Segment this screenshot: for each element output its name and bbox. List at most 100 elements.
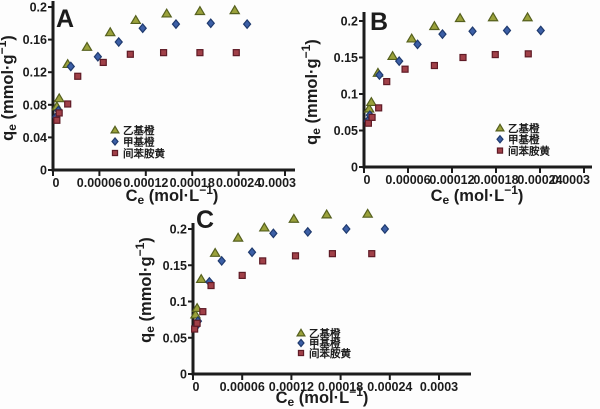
data-point-square bbox=[126, 50, 134, 58]
y-axis-title: qe (mmol·g−1) bbox=[0, 35, 19, 141]
data-point-triangle bbox=[406, 32, 418, 43]
y-tick-label: 0 bbox=[351, 161, 358, 175]
data-point-triangle bbox=[288, 213, 300, 223]
data-point-diamond bbox=[206, 18, 216, 29]
data-point-triangle bbox=[362, 208, 374, 218]
y-axis-title: qe (mmol·g−1) bbox=[133, 237, 157, 343]
data-point-triangle bbox=[454, 12, 466, 23]
data-point-square bbox=[55, 109, 63, 117]
data-point-square bbox=[99, 58, 107, 67]
x-tick-label: 0.00012 bbox=[269, 380, 314, 394]
legend-label: 间苯胺黄 bbox=[123, 147, 165, 160]
data-point-triangle bbox=[53, 92, 65, 103]
data-point-square bbox=[401, 65, 409, 73]
data-point-diamond bbox=[242, 18, 252, 30]
data-point-square bbox=[207, 281, 215, 290]
data-point-diamond bbox=[303, 226, 313, 238]
data-point-triangle bbox=[365, 96, 377, 107]
legend-label: 间苯胺黄 bbox=[508, 144, 550, 157]
data-point-square bbox=[291, 252, 300, 260]
data-point-triangle bbox=[229, 4, 241, 15]
panel-label: C bbox=[196, 206, 214, 234]
data-point-square bbox=[191, 325, 199, 333]
data-point-triangle bbox=[161, 7, 173, 18]
legend-diamond-icon bbox=[111, 136, 119, 147]
data-point-diamond bbox=[269, 228, 278, 239]
panel-label: A bbox=[56, 5, 74, 33]
data-point-square bbox=[259, 257, 267, 265]
legend-label: 甲基橙 bbox=[123, 135, 155, 148]
series-diamond bbox=[191, 223, 390, 332]
data-point-diamond bbox=[375, 69, 384, 81]
legend-label: 甲基橙 bbox=[309, 337, 341, 350]
y-tick-label: 0.16 bbox=[23, 33, 47, 47]
data-point-triangle bbox=[487, 11, 499, 22]
x-tick-label: 0.00018 bbox=[473, 173, 518, 187]
legend-label: 乙基橙 bbox=[309, 327, 341, 340]
data-point-square bbox=[238, 271, 246, 280]
data-point-triangle bbox=[521, 11, 534, 22]
x-axis-title: Ce (mol·L−1) bbox=[126, 183, 219, 207]
y-tick-label: 0.08 bbox=[23, 98, 47, 112]
data-point-square bbox=[364, 119, 373, 127]
x-tick-label: 0.00024 bbox=[517, 173, 562, 187]
x-tick-label: 0.00024 bbox=[367, 380, 412, 394]
legend-square-icon bbox=[297, 349, 305, 357]
x-tick-label: 0 bbox=[193, 380, 200, 394]
data-point-square bbox=[199, 308, 207, 316]
data-point-diamond bbox=[171, 18, 181, 30]
y-tick-label: 0.15 bbox=[163, 259, 187, 273]
series-square bbox=[53, 49, 240, 124]
legend-triangle-icon bbox=[110, 125, 120, 134]
x-tick-label: 0.00006 bbox=[220, 380, 265, 394]
x-tick-label: 0.00018 bbox=[318, 380, 363, 394]
data-point-triangle bbox=[195, 273, 207, 284]
legend-triangle-icon bbox=[495, 123, 505, 132]
x-tick-label: 0.00012 bbox=[123, 176, 168, 190]
data-point-square bbox=[383, 77, 391, 86]
y-tick-label: 0.05 bbox=[334, 124, 358, 138]
x-tick-label: 0.0003 bbox=[420, 380, 458, 394]
data-point-triangle bbox=[81, 41, 93, 51]
data-point-square bbox=[232, 49, 240, 57]
data-point-square bbox=[328, 250, 336, 258]
data-point-square bbox=[159, 49, 168, 57]
data-point-square bbox=[368, 113, 376, 121]
y-tick-label: 0.2 bbox=[30, 1, 47, 15]
legend-label: 乙基橙 bbox=[123, 124, 155, 137]
data-point-triangle bbox=[232, 232, 244, 242]
data-point-square bbox=[53, 116, 61, 124]
data-point-diamond bbox=[413, 39, 422, 50]
x-axis-title: Ce (mol·L−1) bbox=[431, 183, 524, 207]
data-point-diamond bbox=[114, 36, 124, 48]
data-point-diamond bbox=[138, 23, 147, 34]
data-point-triangle bbox=[130, 14, 142, 25]
data-point-triangle bbox=[209, 247, 221, 257]
legend-square-icon bbox=[111, 149, 119, 157]
data-point-square bbox=[74, 72, 82, 80]
x-tick-label: 0 bbox=[364, 173, 371, 187]
legend-triangle-icon bbox=[296, 328, 306, 337]
data-point-square bbox=[196, 49, 204, 57]
data-point-triangle bbox=[258, 221, 270, 232]
series-triangle bbox=[189, 208, 374, 319]
data-point-square bbox=[64, 100, 72, 108]
legend-diamond-icon bbox=[297, 338, 305, 348]
data-point-square bbox=[430, 61, 438, 70]
legend-label: 间苯胺黄 bbox=[309, 347, 351, 360]
x-tick-label: 0.00024 bbox=[216, 176, 261, 190]
data-point-square bbox=[524, 50, 532, 58]
x-axis-title: Ce (mol·L−1) bbox=[276, 385, 369, 409]
data-point-triangle bbox=[104, 26, 116, 37]
data-point-triangle bbox=[194, 5, 206, 16]
series-diamond bbox=[51, 18, 252, 123]
y-tick-label: 0.15 bbox=[334, 51, 358, 65]
data-point-diamond bbox=[394, 56, 404, 67]
data-point-square bbox=[193, 319, 201, 327]
